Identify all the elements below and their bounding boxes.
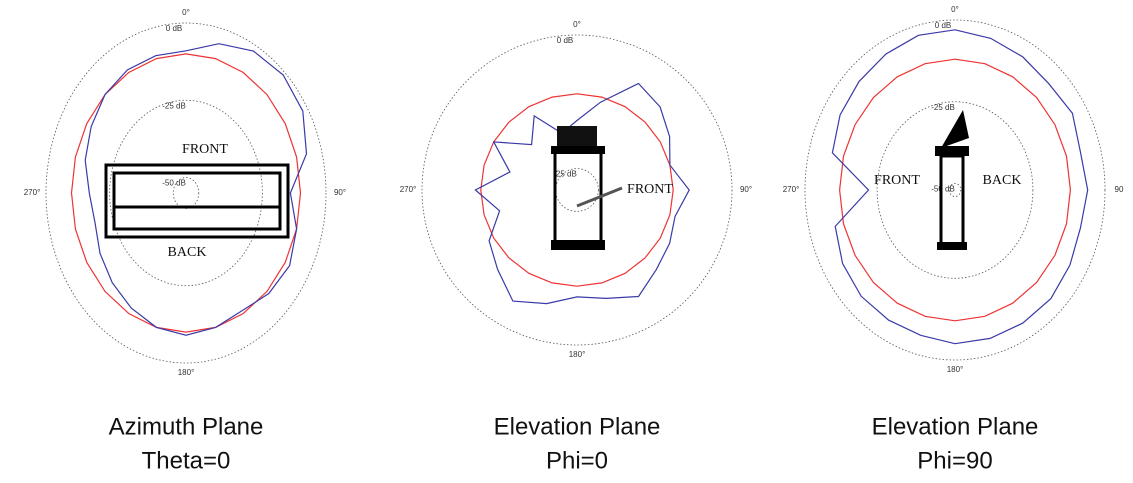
theta-tick-label: 0° (951, 5, 959, 14)
device-azimuth (104, 163, 290, 239)
r-tick-label: 0 dB (935, 21, 951, 30)
pattern-line (838, 58, 1072, 322)
theta-tick-label: 90 (1115, 185, 1124, 194)
caption-title: Elevation Plane (494, 413, 661, 440)
theta-tick-label: 270° (24, 188, 41, 197)
annotation: FRONT (627, 182, 673, 197)
annotation: FRONT (874, 173, 920, 188)
r-tick-label: -50 dB (162, 179, 186, 188)
annotation: BACK (983, 173, 1022, 188)
caption-subtitle: Phi=90 (917, 447, 992, 474)
caption-title: Elevation Plane (872, 413, 1039, 440)
grid-ring (804, 19, 1106, 361)
theta-tick-label: 0° (182, 8, 190, 17)
theta-tick-label: 180° (947, 365, 964, 374)
grid-ring (948, 183, 962, 197)
caption-title: Azimuth Plane (109, 413, 264, 440)
pattern-line (84, 43, 308, 336)
pattern-line (474, 82, 690, 305)
r-tick-label: -25 dB (553, 170, 577, 179)
caption-subtitle: Theta=0 (142, 447, 231, 474)
polar-chart: 0 dB -25 dB -50 dB 0° 90 180° 270° FRONT BACK Ele… (783, 5, 1124, 474)
grid-ring (421, 34, 733, 346)
caption-subtitle: Phi=0 (546, 447, 608, 474)
theta-tick-label: 90° (740, 185, 752, 194)
r-tick-label: -25 dB (162, 101, 186, 110)
theta-tick-label: 0° (573, 20, 581, 29)
theta-tick-label: 180° (178, 368, 195, 377)
r-tick-label: -50 dB (931, 185, 955, 194)
annotation: BACK (168, 245, 207, 260)
pattern-line (70, 53, 302, 333)
pattern-line (831, 29, 1089, 345)
device-elevation-0 (551, 126, 623, 250)
theta-tick-label: 270° (400, 185, 417, 194)
theta-tick-label: 90° (334, 188, 346, 197)
r-tick-label: 0 dB (557, 36, 573, 45)
theta-tick-label: 270° (783, 185, 800, 194)
r-tick-label: 0 dB (166, 24, 182, 33)
polar-chart: 0 dB -25 dB 0° 90° 180° 270° FRONT Elevation Pl… (400, 20, 752, 474)
grid-ring (876, 101, 1034, 279)
theta-tick-label: 180° (569, 350, 586, 359)
grid-ring (109, 99, 263, 287)
device-elevation-90 (935, 110, 969, 250)
polar-chart: 0 dB -25 dB -50 dB 0° 90° 180° 270° FRONT BACK Az… (24, 8, 346, 474)
annotation: FRONT (182, 142, 228, 157)
grid-ring (45, 22, 327, 364)
r-tick-label: -25 dB (931, 103, 955, 112)
